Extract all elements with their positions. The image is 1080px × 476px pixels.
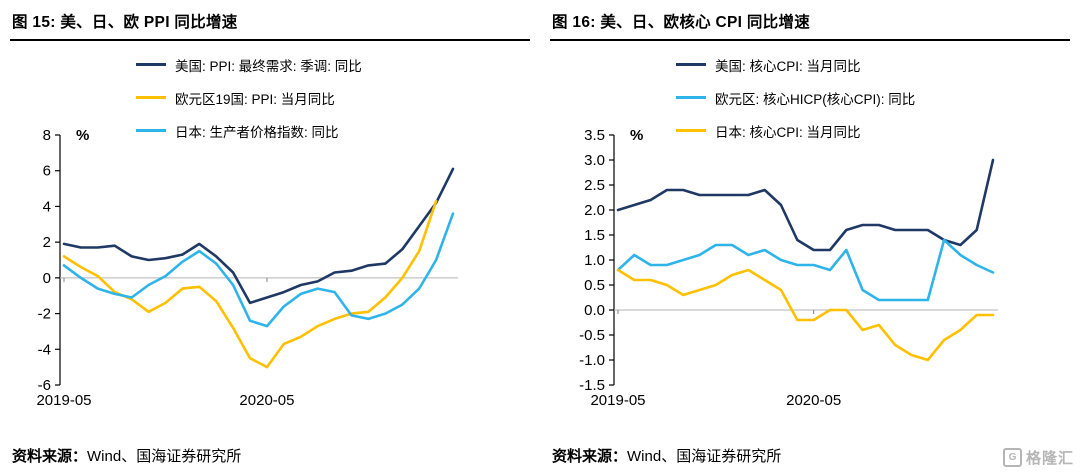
figure-15-chart-area: 美国: PPI: 最终需求: 季调: 同比 欧元区19国: PPI: 当月同比 日本… [10, 41, 530, 419]
legend-line-sample [676, 129, 706, 132]
svg-text:8: 8 [43, 127, 51, 144]
legend-line-sample [676, 63, 706, 66]
svg-text:2019-05: 2019-05 [36, 392, 91, 409]
source-label: 资料来源： [552, 448, 628, 465]
svg-text:2.0: 2.0 [584, 202, 605, 219]
figure-16-chart-area: 美国: 核心CPI: 当月同比欧元区: 核心HICP(核心CPI): 同比 日本:… [550, 41, 1070, 419]
svg-text:2019-05: 2019-05 [590, 392, 645, 409]
svg-text:%: % [76, 127, 89, 144]
legend-line-sample [676, 96, 706, 99]
svg-text:1.5: 1.5 [584, 227, 605, 244]
figure-16-title: 图 16: 美、日、欧核心 CPI 同比增速 [550, 8, 1070, 41]
legend-line-sample [136, 129, 166, 132]
svg-text:6: 6 [43, 163, 51, 180]
svg-text:-1.0: -1.0 [579, 352, 605, 369]
source-label: 资料来源： [12, 448, 88, 465]
svg-text:0: 0 [43, 270, 51, 287]
source-text: Wind、国海证券研究所 [627, 448, 782, 465]
legend-label: 日本: 生产者价格指数: 同比 [175, 124, 339, 140]
source-text: Wind、国海证券研究所 [87, 448, 242, 465]
svg-text:4: 4 [43, 198, 51, 215]
legend-label: 美国: 核心CPI: 当月同比 [715, 58, 861, 74]
figure-15-chart-canvas: 8 6 4 2 0 -2 -4 -6% 2019-05 2020-05 [36, 127, 458, 409]
svg-text:-6: -6 [38, 377, 51, 394]
figure-15-legend: 美国: PPI: 最终需求: 季调: 同比 欧元区19国: PPI: 当月同比 日本… [136, 54, 362, 141]
svg-text:-1.5: -1.5 [579, 377, 605, 394]
watermark-text: 格隆汇 [1025, 450, 1074, 467]
svg-text:2020-05: 2020-05 [239, 392, 294, 409]
watermark-gelonghui: G 格隆汇 [1002, 447, 1074, 468]
svg-text:-2: -2 [38, 306, 51, 323]
legend-label: 欧元区: 核心HICP(核心CPI): 同比 [715, 91, 916, 107]
figure-15-panel: 图 15: 美、日、欧 PPI 同比增速 美国: PPI: 最终需求: 季调: … [10, 8, 530, 468]
legend-label: 日本: 核心CPI: 当月同比 [715, 124, 861, 140]
figure-15-source: 资料来源：Wind、国海证券研究所 [10, 439, 530, 468]
svg-text:2: 2 [43, 234, 51, 251]
legend-item: 日本: 核心CPI: 当月同比 [676, 120, 915, 141]
figure-16-chart-canvas: 3.5 3.0 2.5 2.0 1.5 1.0 0.5 0.0 -0.5 -1.0 -1.5% 201… [579, 127, 998, 409]
svg-text:3.0: 3.0 [584, 152, 605, 169]
figure-16-source: 资料来源：Wind、国海证券研究所 [550, 439, 1070, 468]
svg-text:3.5: 3.5 [584, 127, 605, 144]
svg-text:0.5: 0.5 [584, 277, 605, 294]
legend-label: 欧元区19国: PPI: 当月同比 [175, 91, 335, 107]
legend-item: 日本: 生产者价格指数: 同比 [136, 120, 362, 141]
legend-line-sample [136, 63, 166, 66]
figure-16-legend: 美国: 核心CPI: 当月同比欧元区: 核心HICP(核心CPI): 同比 日本:… [676, 54, 915, 141]
svg-text:1.0: 1.0 [584, 252, 605, 269]
legend-item: 欧元区: 核心HICP(核心CPI): 同比 [676, 87, 915, 108]
legend-line-sample [136, 96, 166, 99]
svg-text:0.0: 0.0 [584, 302, 605, 319]
legend-item: 美国: 核心CPI: 当月同比 [676, 54, 915, 75]
figure-16-panel: 图 16: 美、日、欧核心 CPI 同比增速 美国: 核心CPI: 当月同比欧元… [540, 0, 1080, 476]
svg-text:%: % [630, 127, 643, 144]
svg-text:-0.5: -0.5 [579, 327, 605, 344]
gelonghui-logo-icon: G [1002, 448, 1022, 467]
svg-text:2.5: 2.5 [584, 177, 605, 194]
svg-text:2020-05: 2020-05 [786, 392, 841, 409]
legend-label: 美国: PPI: 最终需求: 季调: 同比 [175, 58, 362, 74]
legend-item: 欧元区19国: PPI: 当月同比 [136, 87, 362, 108]
svg-text:-4: -4 [38, 341, 51, 358]
figure-15-title: 图 15: 美、日、欧 PPI 同比增速 [10, 8, 530, 41]
legend-item: 美国: PPI: 最终需求: 季调: 同比 [136, 54, 362, 75]
